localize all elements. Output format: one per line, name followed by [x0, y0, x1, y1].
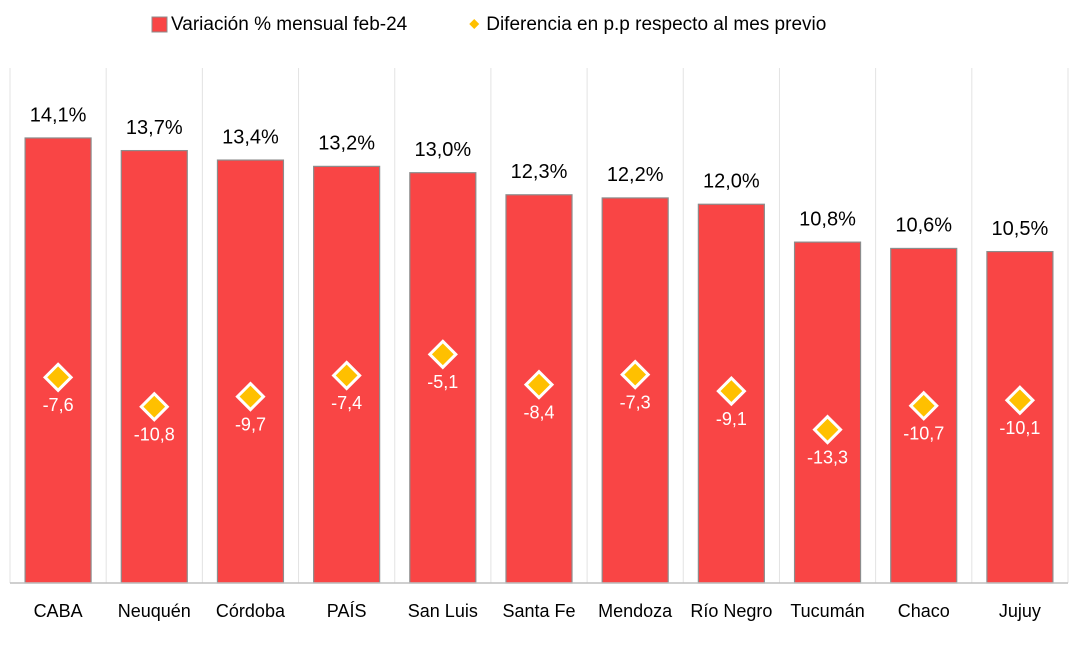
x-tick-label: Chaco: [898, 601, 950, 621]
marker-value-label: -9,1: [716, 409, 747, 429]
marker-value-label: -13,3: [807, 447, 848, 467]
diamond-marker: [908, 390, 939, 421]
marker-value-label: -9,7: [235, 414, 266, 434]
x-tick-label: Córdoba: [216, 601, 286, 621]
bar-value-label: 13,0%: [414, 139, 471, 161]
x-tick-label: Tucumán: [790, 601, 864, 621]
diamond-marker: [620, 359, 651, 390]
x-tick-label: Mendoza: [598, 601, 673, 621]
bar: [120, 149, 188, 584]
legend-swatch: [469, 19, 480, 29]
bar: [505, 194, 573, 584]
marker-value-label: -7,6: [43, 395, 74, 415]
x-tick-label: Neuquén: [118, 601, 191, 621]
bar-value-label: 10,5%: [992, 218, 1049, 240]
bar: [793, 241, 862, 584]
x-tick-label: Jujuy: [999, 601, 1041, 621]
marker-value-label: -7,3: [620, 392, 651, 412]
diamond-marker: [1004, 385, 1036, 416]
diamond-marker: [331, 360, 362, 391]
bar-value-label: 12,3%: [511, 161, 568, 183]
bar-value-label: 12,2%: [607, 164, 664, 186]
bar-value-label: 13,7%: [126, 117, 183, 139]
marker-value-label: -8,4: [523, 402, 554, 422]
marker-value-label: -7,4: [331, 393, 362, 413]
bar: [601, 197, 669, 584]
bar: [409, 172, 477, 584]
diamond-marker: [42, 362, 74, 393]
x-tick-label: Santa Fe: [502, 601, 575, 621]
legend-label: Diferencia en p.p respecto al mes previo: [486, 14, 826, 35]
diamond-marker: [139, 391, 170, 422]
marker-value-label: -10,7: [903, 424, 944, 444]
legend-swatch: [151, 16, 168, 33]
diamond-marker: [235, 381, 266, 412]
marker-value-label: -10,1: [999, 418, 1040, 438]
bar: [24, 137, 92, 584]
x-tick-label: San Luis: [408, 601, 478, 621]
x-tick-label: PAÍS: [327, 601, 367, 621]
diamond-marker: [812, 414, 843, 445]
bar-value-label: 13,4%: [222, 126, 279, 148]
bar-value-label: 12,0%: [703, 171, 760, 193]
legend-label: Variación % mensual feb-24: [171, 14, 408, 35]
bar: [216, 159, 285, 584]
x-tick-label: CABA: [34, 601, 83, 621]
diamond-marker: [427, 339, 458, 370]
bar-value-label: 10,6%: [895, 215, 952, 237]
marker-value-label: -10,8: [134, 424, 175, 444]
diamond-marker: [523, 369, 555, 400]
bar-value-label: 10,8%: [799, 208, 856, 230]
bar-value-label: 13,2%: [318, 133, 375, 155]
marker-value-label: -5,1: [427, 372, 458, 392]
diamond-marker: [716, 375, 747, 407]
x-tick-label: Río Negro: [690, 601, 772, 621]
bar-value-label: 14,1%: [30, 104, 87, 126]
